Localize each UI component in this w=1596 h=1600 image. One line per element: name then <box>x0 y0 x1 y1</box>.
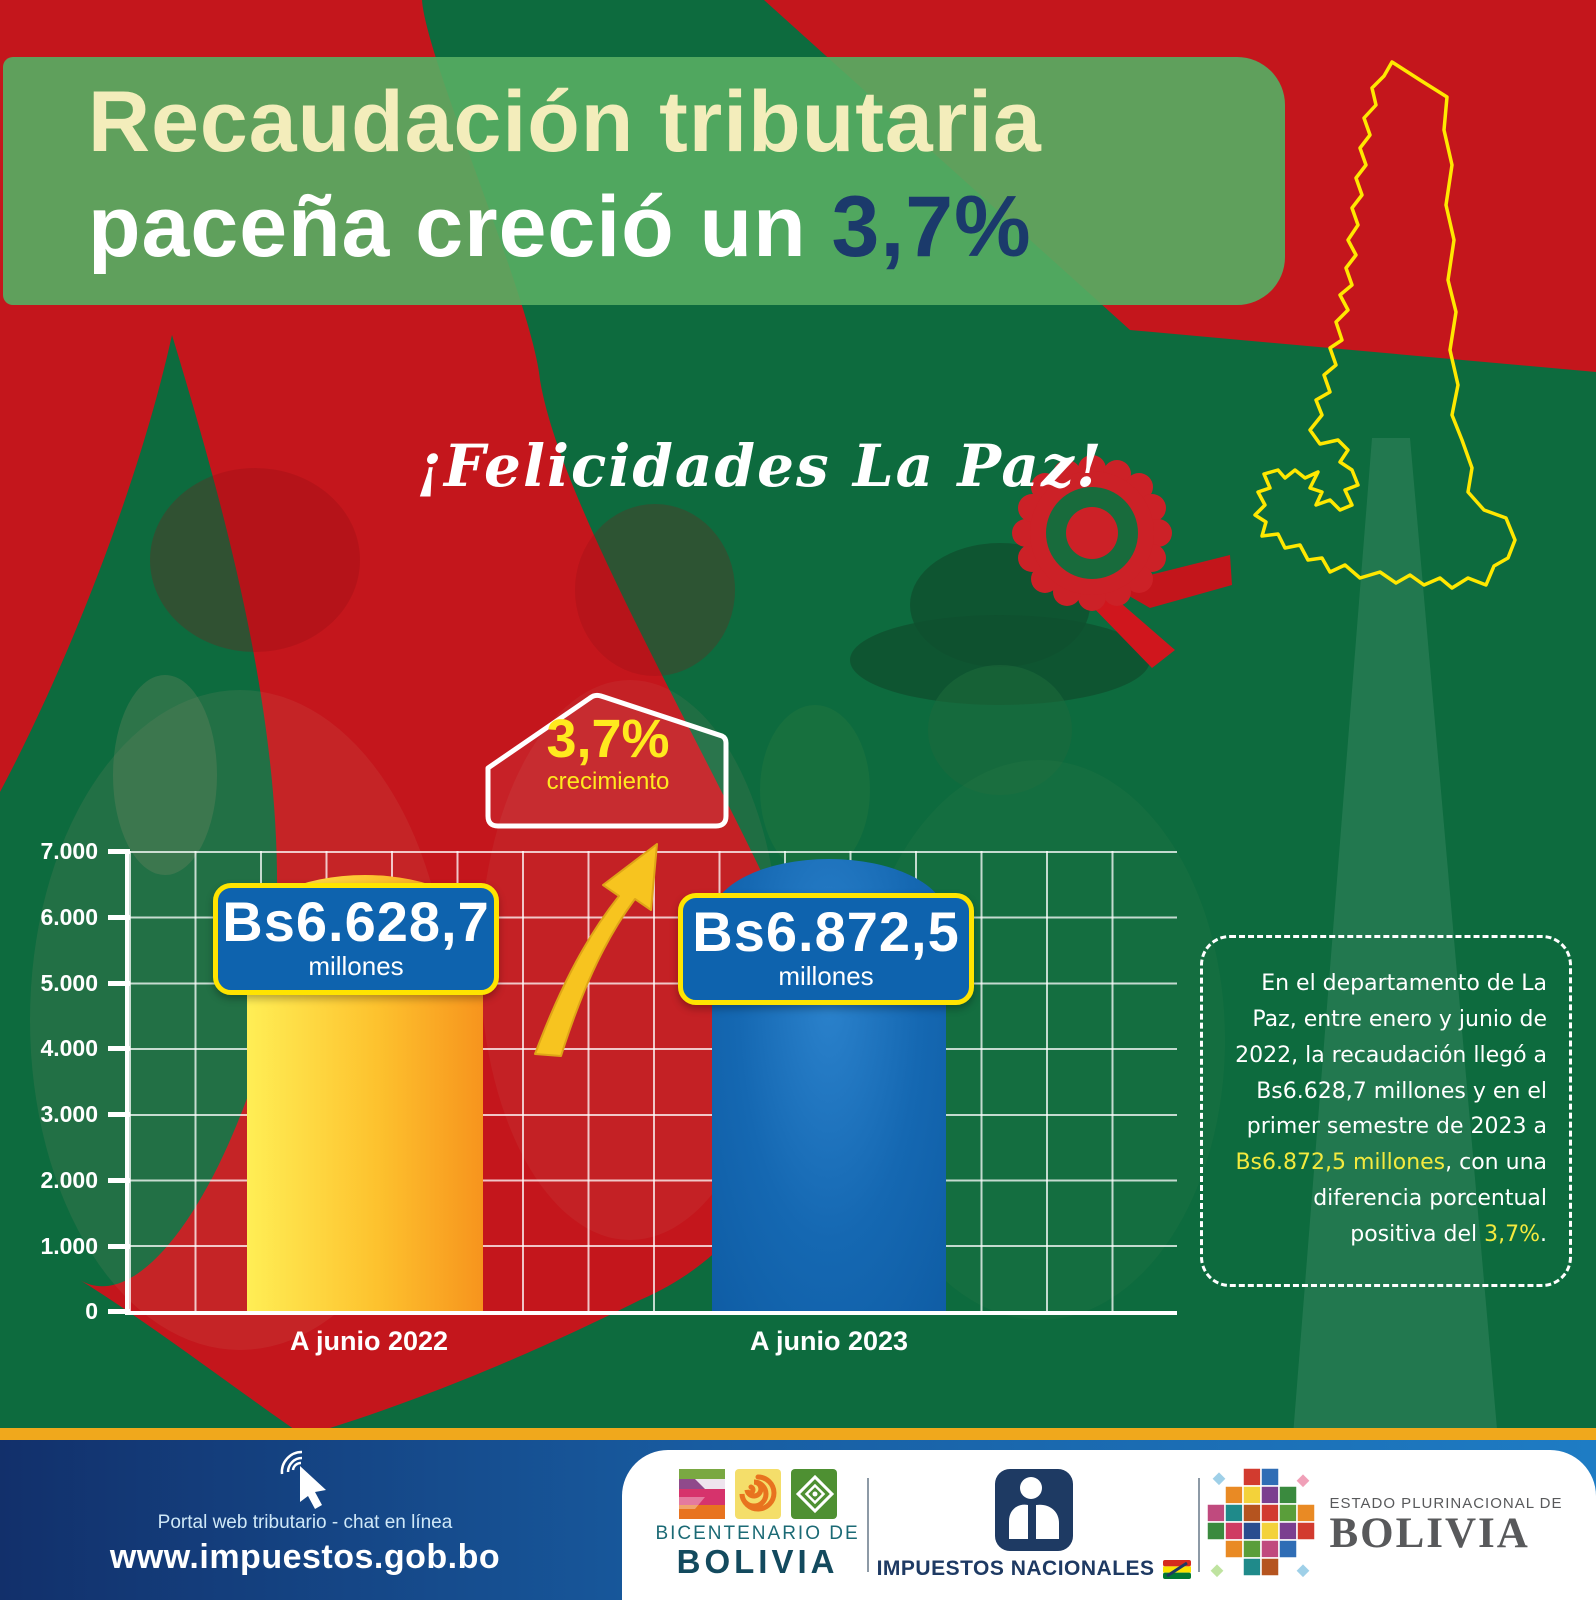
light-beam <box>1280 438 1512 1600</box>
summary-infobox: En el departamento de La Paz, entre ener… <box>1200 935 1572 1287</box>
estado-label-bottom: BOLIVIA <box>1329 1510 1530 1557</box>
infobox-line: diferencia porcentual <box>1313 1186 1547 1212</box>
unit-2022: millones <box>308 951 404 981</box>
infobox-line: primer semestre de 2023 a <box>1246 1114 1547 1140</box>
estado-labels: ESTADO PLURINACIONAL DE BOLIVIA <box>1329 1495 1562 1555</box>
bicentenario-label-top: BICENTENARIO DE <box>655 1523 860 1544</box>
infobox-line: positiva del 3,7%. <box>1219 1217 1547 1253</box>
infobox-line: Paz, entre enero y junio de <box>1252 1006 1547 1032</box>
y-tick: 4.000 <box>14 1035 130 1061</box>
estado-label-top: ESTADO PLURINACIONAL DE <box>1329 1495 1563 1512</box>
bolivia-flag-icon <box>1162 1559 1191 1579</box>
infobox-line: Bs6.628,7 millones y en el <box>1256 1078 1547 1104</box>
bicentenario-logo: BICENTENARIO DE BOLIVIA <box>655 1469 859 1581</box>
rosette-icon <box>1012 455 1232 668</box>
logo-divider <box>1198 1478 1200 1572</box>
growth-arrow-icon <box>534 843 658 1057</box>
cursor-click-icon <box>280 1450 326 1509</box>
title-line2: paceña creció un 3,7% <box>88 175 1268 280</box>
logo-divider <box>867 1478 870 1572</box>
cruz-andina-icon <box>1207 1467 1316 1578</box>
congrats-text: ¡Felicidades La Paz! <box>416 432 1104 500</box>
value-2022: Bs6.628,7 <box>222 890 490 953</box>
y-tick: 7.000 <box>14 838 130 864</box>
x-label-2022: A junio 2022 <box>289 1326 449 1356</box>
infobox-highlight: Bs6.872,5 millones <box>1235 1150 1446 1176</box>
infobox-text: , con una <box>1445 1150 1547 1176</box>
la-paz-map-outline <box>1253 60 1517 590</box>
y-tick: 6.000 <box>14 904 130 930</box>
title-line2-text: paceña creció un <box>88 178 832 275</box>
value-chip-2022: Bs6.628,7 millones <box>213 883 499 995</box>
impuestos-nacionales-logo: IMPUESTOS NACIONALES <box>877 1469 1191 1581</box>
footer-orange-stripe <box>0 1428 1596 1440</box>
infobox-line: En el departamento de La <box>1261 971 1547 996</box>
infobox-text: positiva del <box>1350 1222 1485 1248</box>
growth-badge-outline <box>485 692 729 829</box>
y-tick: 3.000 <box>14 1101 130 1127</box>
growth-label: crecimiento <box>546 768 670 795</box>
bicentenario-200-icon <box>678 1469 837 1519</box>
impuestos-in-icon <box>994 1469 1073 1551</box>
infobox-line: 2022, la recaudación llegó a <box>1235 1042 1547 1068</box>
y-tick: 0 <box>14 1298 130 1324</box>
infobox-highlight: 3,7% <box>1484 1222 1540 1248</box>
y-tick: 1.000 <box>14 1233 130 1259</box>
value-2023: Bs6.872,5 <box>692 900 960 963</box>
growth-value: 3,7% <box>546 709 670 769</box>
infobox-line: Bs6.872,5 millones, con una <box>1219 1145 1547 1181</box>
unit-2023: millones <box>778 961 874 991</box>
growth-badge: 3,7% crecimiento <box>494 712 722 796</box>
page-title: Recaudación tributaria paceña creció un … <box>88 70 1268 280</box>
header-banner <box>3 57 1285 305</box>
title-growth-accent: 3,7% <box>831 178 1032 275</box>
impuestos-label: IMPUESTOS NACIONALES <box>876 1557 1155 1580</box>
impuestos-label-row: IMPUESTOS NACIONALES <box>877 1557 1191 1581</box>
estado-plurinacional-logo: ESTADO PLURINACIONAL DE BOLIVIA <box>1207 1466 1562 1584</box>
footer-portal-block: Portal web tributario - chat en línea ww… <box>0 1448 610 1600</box>
value-chip-2023: Bs6.872,5 millones <box>678 893 974 1005</box>
x-label-2023: A junio 2023 <box>749 1326 909 1356</box>
title-line1: Recaudación tributaria <box>88 74 1042 170</box>
bicentenario-label-bottom: BOLIVIA <box>676 1543 839 1580</box>
footer-url[interactable]: www.impuestos.gob.bo <box>109 1538 501 1576</box>
footer-logo-panel: BICENTENARIO DE BOLIVIA IMPUESTOS NACION… <box>622 1450 1596 1600</box>
y-tick: 5.000 <box>14 970 130 996</box>
footer-tagline: Portal web tributario - chat en línea <box>157 1512 453 1533</box>
infobox-text: . <box>1540 1222 1547 1248</box>
y-tick: 2.000 <box>14 1167 130 1193</box>
